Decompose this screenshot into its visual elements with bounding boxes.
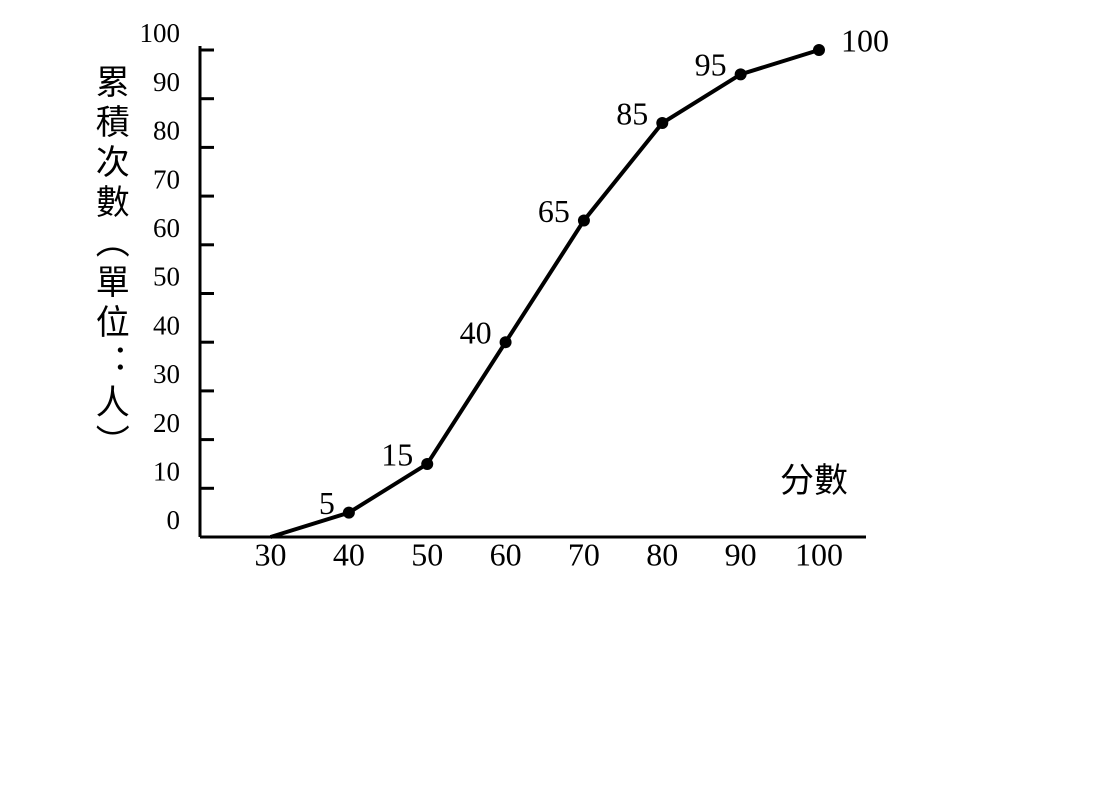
x-tick-label: 90 (725, 536, 757, 572)
x-tick-label: 60 (490, 536, 522, 572)
x-tick-label: 100 (795, 536, 843, 572)
point (656, 117, 669, 130)
x-tick-label: 30 (255, 536, 287, 572)
y-tick-label: 10 (153, 457, 180, 487)
point (499, 336, 512, 349)
point (577, 214, 590, 227)
y-axis-title: 累積次數（單位：人） (90, 64, 129, 464)
y-tick-label: 30 (153, 359, 180, 389)
y-tick-label: 0 (167, 505, 181, 535)
y-tick-label: 100 (140, 18, 181, 48)
point (734, 68, 747, 81)
point (421, 457, 434, 470)
data-label: 95 (695, 47, 727, 83)
x-axis-title: 分數 (780, 462, 848, 500)
y-tick-label: 70 (153, 164, 180, 194)
point (342, 506, 355, 519)
y-tick-label: 50 (153, 262, 180, 292)
data-label: 100 (841, 22, 889, 58)
x-tick-label: 70 (568, 536, 600, 572)
y-tick-label: 80 (153, 116, 180, 146)
data-label: 5 (319, 485, 335, 521)
x-tick-label: 80 (646, 536, 678, 572)
data-label: 40 (460, 315, 492, 351)
y-tick-label: 90 (153, 67, 180, 97)
line (269, 48, 820, 539)
x-tick-label: 40 (333, 536, 365, 572)
y-tick-label: 60 (153, 213, 180, 243)
data-label: 65 (538, 193, 570, 229)
point (812, 44, 825, 56)
data-label: 15 (381, 436, 413, 472)
y-tick-label: 40 (153, 310, 180, 340)
x-tick-label: 50 (411, 536, 443, 572)
y-tick-label: 20 (153, 408, 180, 438)
data-label: 85 (616, 95, 648, 131)
